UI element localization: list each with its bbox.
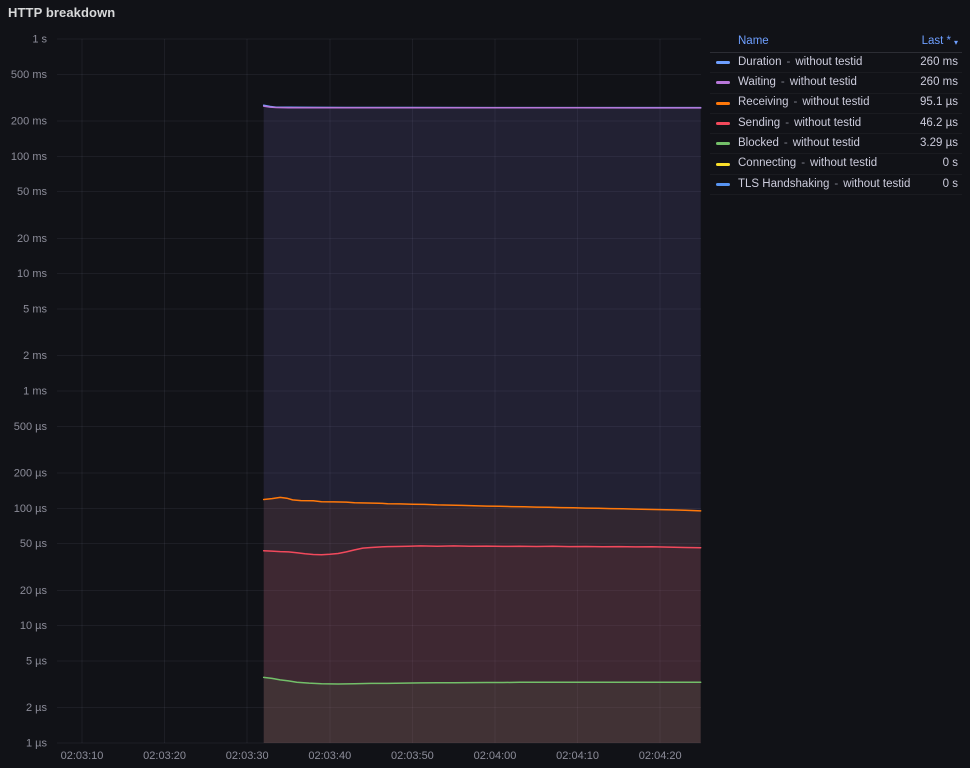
legend-row: Blocked - without testid 3.29 µs (710, 134, 962, 155)
y-axis-tick-label: 100 ms (11, 151, 48, 163)
y-axis-tick-label: 50 ms (17, 186, 47, 198)
series-line[interactable] (262, 496, 702, 512)
legend-row: TLS Handshaking - without testid 0 s (710, 175, 962, 196)
y-axis-tick-label: 5 ms (23, 303, 47, 315)
series-qualifier[interactable]: without testid (795, 55, 863, 68)
y-axis-tick-label: 5 µs (26, 655, 48, 667)
series-name[interactable]: Sending (738, 116, 781, 129)
series-color-swatch[interactable] (716, 182, 730, 186)
series-name-separator: - (834, 177, 839, 190)
x-axis-tick-label: 02:04:20 (639, 750, 682, 762)
y-axis-tick-label: 200 µs (14, 468, 48, 480)
series-area-fill (263, 677, 701, 743)
series-qualifier[interactable]: without testid (792, 137, 860, 150)
series-name[interactable]: TLS Handshaking (738, 177, 830, 190)
y-axis-tick-label: 2 ms (23, 350, 47, 362)
x-axis-tick-label: 02:04:00 (474, 750, 517, 762)
legend-rows: Duration - without testid 260 ms Waiting - wit… (710, 53, 962, 196)
x-axis-tick-label: 02:03:20 (143, 750, 186, 762)
y-axis-tick-label: 20 µs (20, 585, 48, 597)
series-name[interactable]: Waiting (738, 76, 776, 89)
series-name[interactable]: Connecting (738, 157, 797, 170)
x-axis-tick-label: 02:03:30 (226, 750, 269, 762)
y-axis-tick-label: 500 ms (11, 69, 48, 81)
y-axis-tick-label: 1 µs (26, 738, 48, 750)
series-area-fill (263, 545, 701, 743)
legend-header: Name Last * ▾ (710, 33, 962, 53)
legend-row: Receiving - without testid 95.1 µs (710, 94, 962, 114)
series-qualifier[interactable]: without testid (843, 177, 911, 190)
x-axis-tick-label: 02:04:10 (556, 750, 599, 762)
series-line[interactable] (262, 676, 702, 685)
series-name-separator: - (783, 137, 788, 150)
series-name[interactable]: Duration (738, 55, 782, 68)
series-line[interactable] (262, 545, 702, 556)
series-name-separator: - (780, 76, 785, 89)
series-color-swatch[interactable] (716, 81, 730, 85)
legend-row: Sending - without testid 46.2 µs (710, 114, 962, 135)
panel-title[interactable]: HTTP breakdown (8, 5, 116, 20)
y-axis-tick-label: 10 µs (20, 620, 48, 632)
x-axis-tick-label: 02:03:10 (61, 750, 104, 762)
series-name[interactable]: Blocked (738, 137, 779, 150)
legend-header-last-label: Last * (921, 34, 951, 47)
series-last-value: 260 ms (920, 76, 958, 89)
y-axis-tick-label: 20 ms (17, 233, 47, 245)
series-last-value: 260 ms (920, 55, 958, 68)
series-last-value: 3.29 µs (920, 137, 958, 150)
y-axis-tick-label: 100 µs (14, 503, 48, 515)
series-line[interactable] (262, 105, 702, 109)
series-qualifier[interactable]: without testid (810, 157, 878, 170)
series-last-value: 46.2 µs (920, 116, 958, 129)
legend-table: Name Last * ▾ Duration - without testid 260… (710, 33, 962, 196)
legend-row: Waiting - without testid 260 ms (710, 73, 962, 94)
series-name[interactable]: Receiving (738, 96, 789, 109)
series-qualifier[interactable]: without testid (802, 96, 870, 109)
series-qualifier[interactable]: without testid (794, 116, 862, 129)
series-name-separator: - (786, 55, 791, 68)
series-qualifier[interactable]: without testid (789, 76, 857, 89)
series-color-swatch[interactable] (716, 61, 730, 65)
sort-descending-icon: ▾ (953, 37, 958, 47)
series-color-swatch[interactable] (716, 122, 730, 126)
y-axis-tick-label: 1 s (32, 34, 47, 46)
legend-header-last[interactable]: Last * ▾ (921, 34, 958, 48)
x-axis-tick-label: 02:03:40 (308, 750, 351, 762)
series-last-value: 0 s (942, 177, 958, 190)
y-axis-tick-label: 500 µs (14, 421, 48, 433)
y-axis-tick-label: 2 µs (26, 702, 48, 714)
legend-row: Connecting - without testid 0 s (710, 154, 962, 175)
y-axis-tick-label: 10 ms (17, 268, 47, 280)
series-last-value: 0 s (942, 157, 958, 170)
series-area-fill (263, 106, 701, 744)
legend-header-name[interactable]: Name (738, 34, 769, 47)
x-axis-tick-label: 02:03:50 (391, 750, 434, 762)
series-color-swatch[interactable] (716, 101, 730, 105)
series-name-separator: - (793, 96, 798, 109)
series-name-separator: - (785, 116, 790, 129)
y-axis-tick-label: 50 µs (20, 538, 48, 550)
series-name-separator: - (801, 157, 806, 170)
series-color-swatch[interactable] (716, 142, 730, 146)
y-axis-tick-label: 200 ms (11, 116, 48, 128)
series-last-value: 95.1 µs (920, 96, 958, 109)
series-color-swatch[interactable] (716, 162, 730, 166)
series-area-fill (263, 105, 701, 744)
y-axis-tick-label: 1 ms (23, 386, 47, 398)
legend-row: Duration - without testid 260 ms (710, 53, 962, 74)
